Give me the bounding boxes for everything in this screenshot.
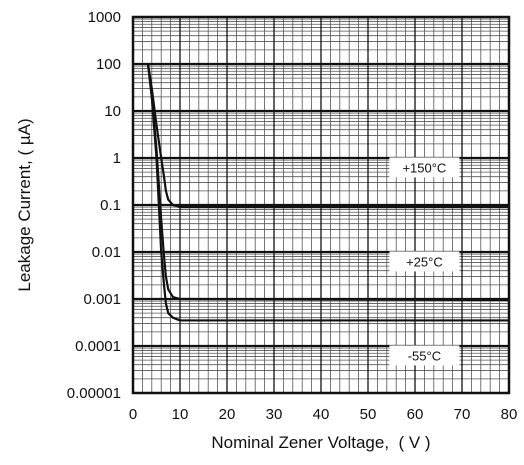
x-tick-label: 70 [454, 406, 471, 423]
x-tick-labels: 0 10 20 30 40 50 60 70 80 [129, 406, 518, 423]
series-label-background [389, 251, 460, 272]
series-label: +150°C [402, 160, 446, 175]
y-tick-label: 1000 [88, 9, 121, 26]
x-tick-label: 0 [129, 406, 137, 423]
series-label-background [389, 157, 460, 178]
y-tick-label: 0.0001 [75, 338, 121, 355]
x-tick-label: 10 [172, 406, 189, 423]
y-tick-label: 0.00001 [67, 385, 121, 402]
series-line [146, 63, 509, 209]
y-tick-label: 0.001 [83, 291, 121, 308]
y-tick-label: 0.1 [100, 197, 121, 214]
x-tick-label: 60 [407, 406, 424, 423]
y-tick-labels: 0.00001 0.0001 0.001 0.01 0.1 1 10 100 1000 [67, 9, 121, 402]
series-label: -55°C [408, 348, 441, 363]
y-tick-label: 0.01 [92, 244, 121, 261]
x-axis-title: Nominal Zener Voltage, ( V ) [211, 433, 430, 452]
x-tick-label: 30 [266, 406, 283, 423]
x-tick-label: 20 [219, 406, 236, 423]
x-tick-label: 50 [360, 406, 377, 423]
series-layer: +150°C +25°C -55°C [146, 63, 510, 366]
x-tick-label: 40 [313, 406, 330, 423]
series-3: -55°C [146, 63, 509, 366]
y-tick-label: 1 [113, 150, 121, 167]
series-label-background [389, 345, 460, 366]
y-tick-label: 10 [104, 103, 121, 120]
series-line [146, 63, 509, 322]
y-axis-title: Leakage Current, ( µA) [15, 118, 34, 291]
x-tick-label: 80 [501, 406, 518, 423]
series-label: +25°C [406, 254, 443, 269]
plot-frame [131, 15, 511, 395]
y-tick-label: 100 [96, 56, 121, 73]
series-1: +150°C [146, 63, 509, 209]
